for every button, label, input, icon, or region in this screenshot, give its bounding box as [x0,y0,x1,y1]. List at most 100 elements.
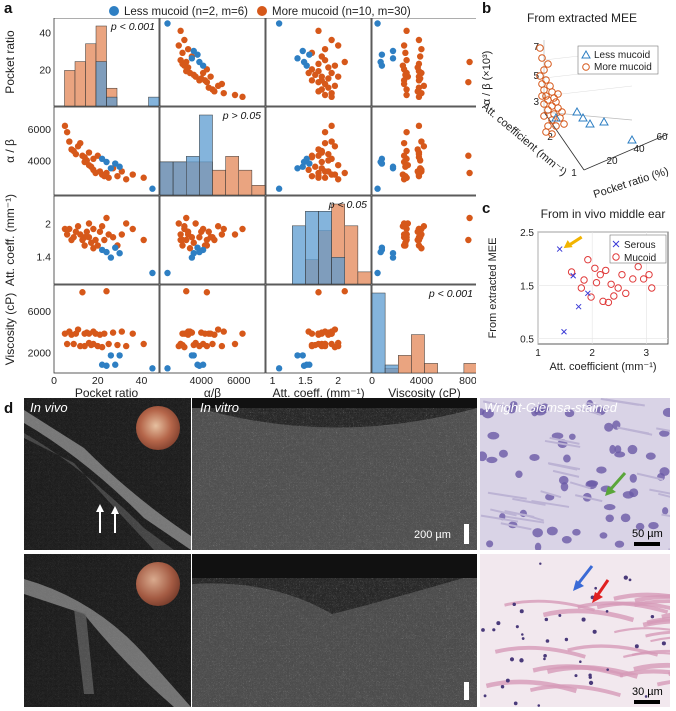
panel-label-c: c [482,200,491,217]
fiber-strand [645,630,670,638]
marker-stroke [584,290,591,297]
point-more-mucoid [308,66,316,73]
row-axis-label: Viscosity (cP) [3,293,17,365]
histogram-bar-less-mucoid [106,96,118,107]
cell-nucleus [486,456,498,464]
axis-x-front [583,133,669,171]
point-more-mucoid [129,330,136,337]
point-mucoid [584,256,592,264]
row-tick-label: 40 [39,28,51,40]
point-less-mucoid [572,106,582,116]
fiber-strand [634,594,670,603]
column-tick-label: 0 [51,375,57,387]
legend-label: Less mucoid (n=2, m=6) [124,6,248,18]
point-more-mucoid [205,228,212,235]
point-less-mucoid [306,361,313,368]
point-more-mucoid [190,239,197,246]
point-more-mucoid [79,289,86,296]
point-mucoid [591,264,599,272]
point-less-mucoid [103,248,110,256]
point-more-mucoid [315,60,322,68]
point-mucoid [592,278,601,287]
point-more-mucoid [183,288,190,295]
point-more-mucoid [190,341,197,349]
point-less-mucoid [164,365,171,372]
column-tick-label: 8000 [459,375,476,387]
point-less-mucoid [306,160,313,167]
cell-dot [483,694,487,698]
point-more-mucoid [315,289,322,296]
chart-title: From in vivo middle ear [541,207,666,221]
histogram-bar-more-mucoid [251,185,266,196]
point-more-mucoid [321,340,329,348]
point-more-mucoid [214,326,222,333]
scale-bar-bottom [464,682,469,700]
mucus-strand [569,481,591,490]
fiber-strand [529,684,621,698]
point-more-mucoid [98,343,106,351]
y-tick-label: 1 [571,168,577,179]
histogram-bar-more-mucoid [411,334,425,374]
point-more-mucoid [341,169,348,177]
x-tick-label: 2 [589,348,595,359]
point-more-mucoid [231,91,239,99]
point-serous [561,328,567,335]
point-more-mucoid [403,128,410,136]
chart-title: From extracted MEE [527,11,637,25]
point-more-mucoid [334,176,342,183]
fiber-strand [542,608,635,623]
y-tick-label: 2 [547,132,553,143]
image-panel-d: In vivo 200 µm In vitro 50 µm Wright-Gie… [0,398,676,711]
point-more-mucoid [184,231,192,238]
cell-nucleus [629,488,639,498]
point-more-mucoid [415,171,423,178]
point-less-mucoid [190,352,197,359]
cell-dot [521,633,524,636]
point-more-mucoid [328,330,335,337]
point-more-mucoid [220,225,227,233]
point-more-mucoid [420,223,428,230]
point-less-mucoid [275,185,283,192]
point-more-mucoid [177,27,184,35]
point-less-mucoid [112,361,119,368]
point-more-mucoid [103,214,110,222]
point-more-mucoid [77,139,84,147]
point-more-mucoid [198,329,205,336]
point-mucoid [577,284,586,292]
point-more-mucoid [415,149,423,156]
point-more-mucoid [331,82,339,90]
point-more-mucoid [341,288,348,295]
cell-nucleus [561,535,572,544]
point-more-mucoid [415,84,423,91]
fiber-strand [494,645,586,659]
point-more-mucoid [85,234,93,241]
point-more-mucoid [140,174,147,181]
point-more-mucoid [218,80,226,88]
point-less-mucoid [103,362,110,369]
point-more-mucoid [466,214,473,222]
point-more-mucoid [403,231,410,238]
point-more-mucoid [334,161,342,169]
cell-dot [594,586,598,590]
x-tick-label: 3 [644,348,650,359]
point-more-mucoid [328,36,335,44]
cell-nucleus [510,401,518,408]
fiber-strand [656,680,670,687]
point-less-mucoid [378,244,386,251]
point-more-mucoid [70,340,77,348]
cell-nucleus [662,407,670,418]
point-less-mucoid [164,269,171,277]
point-more-mucoid [415,60,423,68]
column-tick-label: 4000 [410,375,434,387]
y-axis-label: From extracted MEE [487,238,499,339]
cell-nucleus [603,504,616,511]
cell-nucleus [486,540,494,548]
point-more-mucoid [328,171,335,178]
histogram-bar-less-mucoid [159,161,174,196]
point-more-mucoid [321,45,329,53]
point-mucoid [567,268,576,276]
point-more-mucoid [418,245,425,252]
point-less-mucoid [300,58,308,66]
point-more-mucoid [177,56,184,64]
point-more-mucoid [94,242,101,249]
